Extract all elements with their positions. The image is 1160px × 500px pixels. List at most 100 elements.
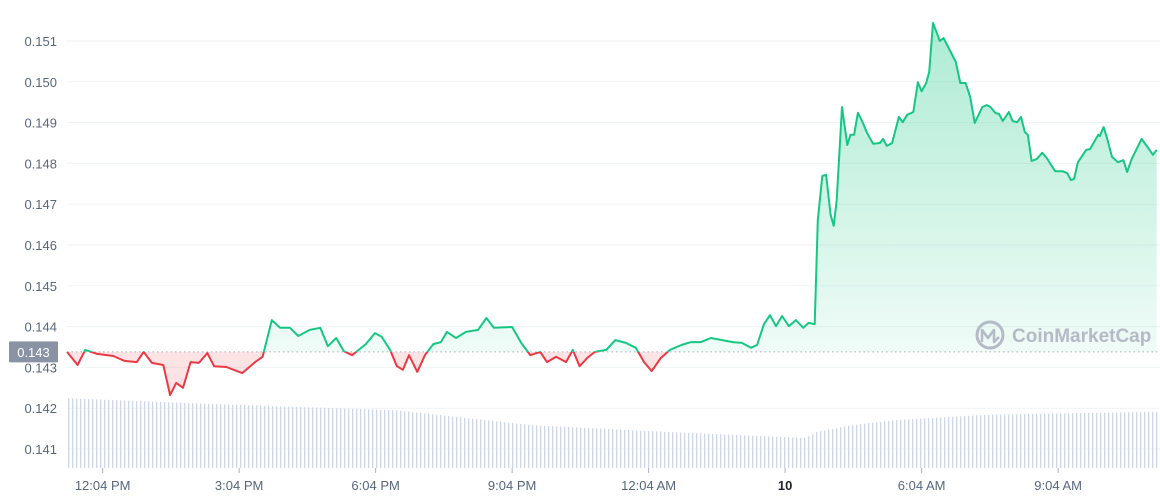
volume-bar [280, 406, 282, 468]
volume-bar [772, 436, 774, 468]
volume-bar [72, 398, 74, 468]
volume-bar [480, 419, 482, 468]
volume-bar [284, 406, 286, 468]
volume-bar [256, 405, 258, 468]
volume-bar [572, 427, 574, 468]
y-tick-label: 0.150 [24, 75, 57, 90]
volume-bar [604, 428, 606, 468]
volume-bar [1080, 413, 1082, 468]
volume-bar [412, 412, 414, 468]
volume-bar [864, 423, 866, 468]
y-tick-label: 0.148 [24, 156, 57, 171]
volume-bar [304, 407, 306, 468]
volume-bar [644, 430, 646, 468]
volume-bar [1000, 414, 1002, 468]
volume-bar [508, 422, 510, 468]
volume-bar [776, 436, 778, 468]
volume-bar [244, 405, 246, 468]
volume-bar [968, 415, 970, 468]
volume-bar [980, 415, 982, 468]
volume-bar [1152, 411, 1154, 468]
volume-bar [240, 405, 242, 468]
volume-bar [872, 422, 874, 468]
volume-bar [904, 419, 906, 468]
volume-bar [860, 424, 862, 468]
volume-bar [680, 432, 682, 468]
volume-bar [676, 432, 678, 468]
volume-bar [808, 436, 810, 468]
volume-bar [1116, 412, 1118, 468]
volume-bar [600, 428, 602, 468]
volume-bar [532, 425, 534, 468]
volume-bar [620, 429, 622, 468]
y-tick-label: 0.142 [24, 401, 57, 416]
volume-bar [128, 400, 130, 468]
volume-bar [888, 420, 890, 468]
volume-bar [92, 399, 94, 468]
volume-bar [1104, 412, 1106, 468]
volume-bar [340, 408, 342, 468]
volume-bar [848, 425, 850, 468]
volume-bar [560, 426, 562, 468]
x-tick-label: 12:04 AM [621, 478, 676, 493]
volume-bar [516, 423, 518, 468]
y-tick-label: 0.144 [24, 320, 57, 335]
area-fill-up [84, 23, 1157, 352]
volume-bar [1096, 412, 1098, 468]
volume-bar [736, 434, 738, 468]
volume-bar [160, 401, 162, 468]
volume-bar [488, 420, 490, 468]
volume-bar [712, 433, 714, 468]
volume-bar [780, 436, 782, 468]
volume-bar [960, 416, 962, 468]
volume-bar [188, 402, 190, 468]
volume-bar [1036, 413, 1038, 468]
volume-bar [928, 418, 930, 468]
volume-bar [964, 416, 966, 468]
volume-bar [476, 419, 478, 468]
volume-bar [820, 431, 822, 468]
volume-bar [840, 427, 842, 468]
volume-bar [372, 409, 374, 468]
volume-bar [1056, 413, 1058, 468]
volume-bar [224, 404, 226, 468]
volume-bar [672, 432, 674, 468]
volume-bar [796, 437, 798, 468]
volume-bar [920, 418, 922, 468]
volume-bar [568, 427, 570, 468]
volume-bar [312, 407, 314, 468]
volume-bar [384, 409, 386, 468]
volume-bar [184, 402, 186, 468]
y-tick-label: 0.143 [24, 360, 57, 375]
volume-bar [900, 419, 902, 468]
volume-bar [588, 428, 590, 468]
volume-bar [944, 417, 946, 468]
volume-bar [856, 424, 858, 468]
volume-bar [192, 403, 194, 468]
volume-bar [332, 408, 334, 468]
volume-bar [784, 437, 786, 468]
volume-bar [336, 408, 338, 468]
volume-bar [204, 403, 206, 468]
volume-bar [1044, 413, 1046, 468]
volume-bar [732, 434, 734, 468]
volume-bar [824, 430, 826, 468]
volume-bar [232, 404, 234, 468]
volume-bar [720, 434, 722, 468]
volume-bar [156, 401, 158, 468]
volume-bar [612, 429, 614, 468]
volume-bar [580, 427, 582, 468]
volume-bar [688, 432, 690, 468]
volume-bar [520, 423, 522, 468]
volume-bar [1020, 414, 1022, 468]
volume-bar [744, 435, 746, 468]
volume-bar [1068, 413, 1070, 468]
volume-bar [208, 403, 210, 468]
y-tick-label: 0.141 [24, 442, 57, 457]
volume-bar [1092, 412, 1094, 468]
volume-bar [132, 400, 134, 468]
x-tick-label: 9:04 AM [1034, 478, 1082, 493]
volume-bar [660, 431, 662, 468]
volume-bar [988, 414, 990, 468]
